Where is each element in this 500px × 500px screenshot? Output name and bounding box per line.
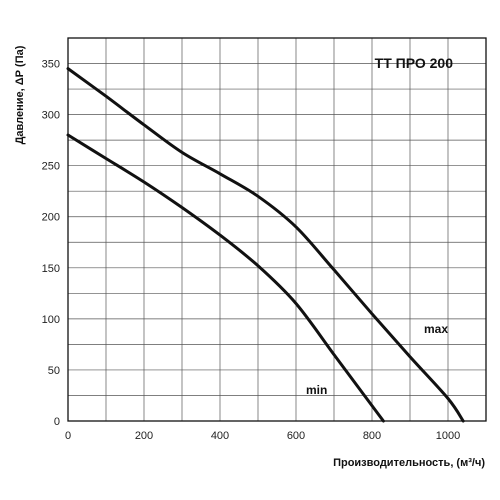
x-tick-label: 200 — [135, 430, 153, 442]
y-tick-label: 300 — [42, 110, 60, 122]
y-tick-label: 250 — [42, 161, 60, 173]
x-tick-label: 600 — [287, 430, 305, 442]
y-tick-label: 0 — [54, 416, 60, 428]
x-tick-label: 0 — [65, 430, 71, 442]
x-tick-labels: 0 200 400 600 800 1000 — [65, 430, 460, 442]
y-tick-labels: 0 50 100 150 200 250 300 350 — [42, 59, 60, 428]
x-tick-label: 400 — [211, 430, 229, 442]
x-axis-title: Производительность, (м³/ч) — [333, 457, 485, 469]
y-axis-title: Давление, ΔР (Па) — [14, 45, 26, 144]
curve-min — [66, 133, 385, 423]
series-label-min: min — [306, 383, 327, 397]
grid-lines — [68, 38, 486, 421]
y-tick-label: 150 — [42, 263, 60, 275]
x-tick-label: 800 — [363, 430, 381, 442]
performance-curves — [66, 67, 465, 423]
plot-frame — [67, 37, 487, 422]
curve-max — [66, 67, 465, 423]
y-tick-label: 50 — [48, 365, 60, 377]
y-tick-label: 350 — [42, 59, 60, 71]
x-tick-label: 1000 — [436, 430, 460, 442]
series-label-max: max — [424, 322, 448, 336]
chart-title: ТТ ПРО 200 — [375, 55, 454, 71]
y-tick-label: 200 — [42, 212, 60, 224]
y-tick-label: 100 — [42, 314, 60, 326]
